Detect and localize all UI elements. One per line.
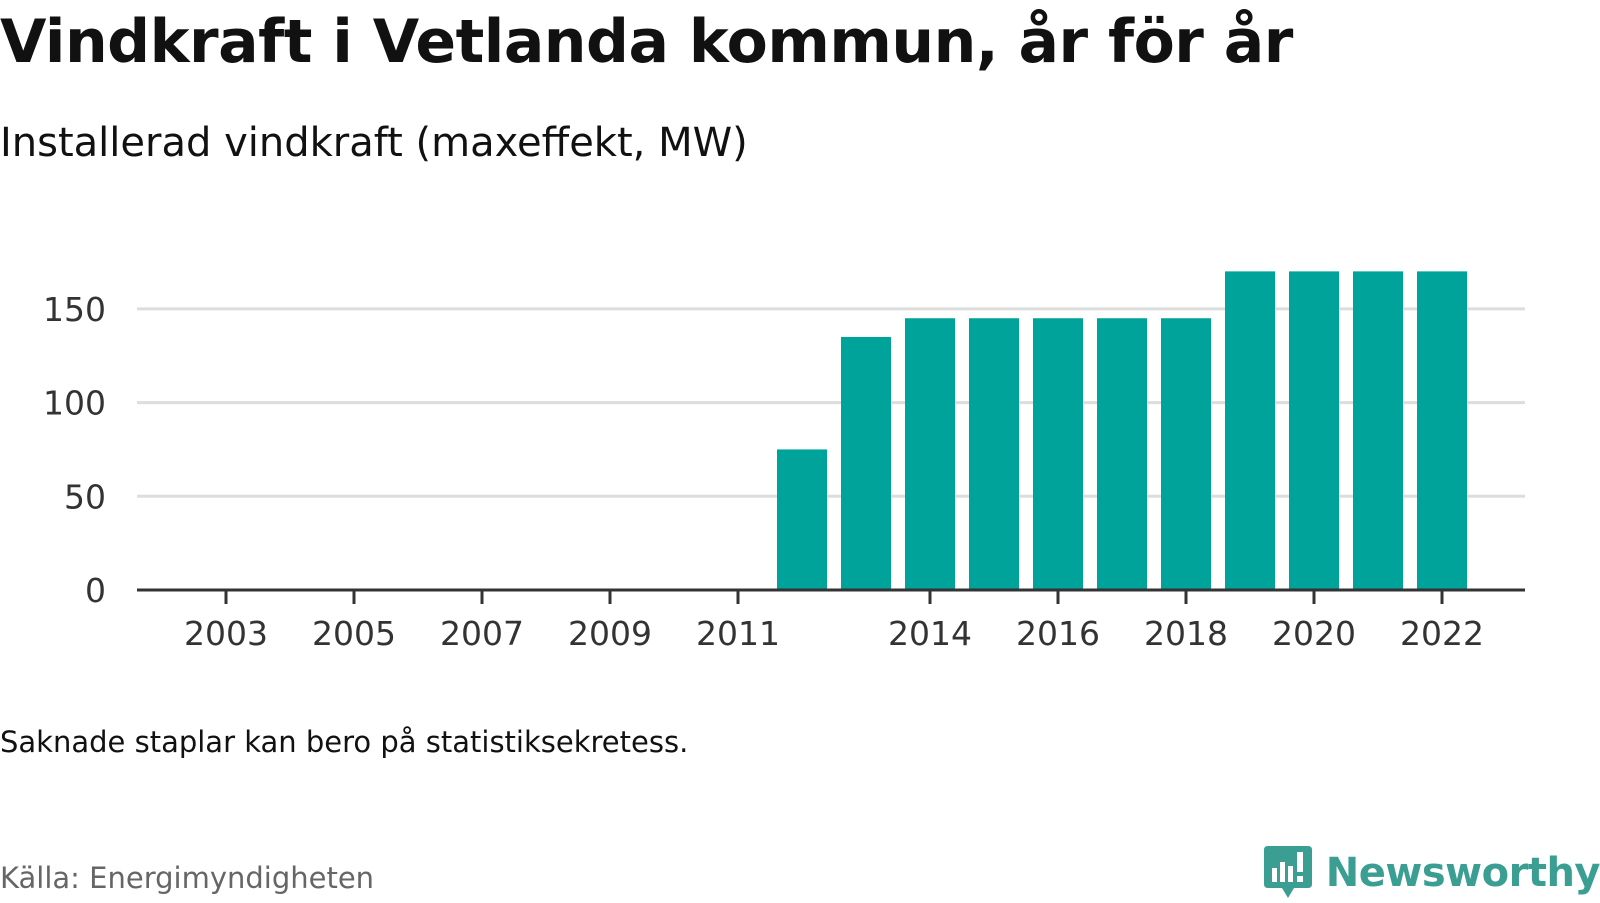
bar-2018 xyxy=(1161,318,1211,590)
y-tick-label: 50 xyxy=(64,477,106,516)
bars xyxy=(777,271,1467,590)
bar-2013 xyxy=(841,336,891,590)
bar-2019 xyxy=(1225,271,1275,590)
bar-2022 xyxy=(1417,271,1467,590)
x-tick-label: 2016 xyxy=(1016,614,1100,653)
y-tick-label: 100 xyxy=(43,384,106,423)
x-tick-label: 2011 xyxy=(696,614,780,653)
x-tick-label: 2022 xyxy=(1400,614,1484,653)
bar-2014 xyxy=(905,318,955,590)
bar-2012 xyxy=(777,449,827,590)
x-tick-label: 2005 xyxy=(312,614,396,653)
x-axis xyxy=(137,588,1525,604)
bar-2017 xyxy=(1097,318,1147,590)
source-label: Källa: Energimyndigheten xyxy=(0,861,375,895)
x-tick-label: 2014 xyxy=(888,614,972,653)
x-tick-label: 2009 xyxy=(568,614,652,653)
x-tick-label: 2018 xyxy=(1144,614,1228,653)
brand-logo: Newsworthy xyxy=(1262,843,1600,903)
x-tick-label: 2020 xyxy=(1272,614,1356,653)
brand-name: Newsworthy xyxy=(1325,850,1600,896)
chart-subtitle: Installerad vindkraft (maxeffekt, MW) xyxy=(0,120,748,166)
x-tick-label: 2003 xyxy=(184,614,268,653)
bar-2016 xyxy=(1033,318,1083,590)
newsworthy-logo-icon xyxy=(1263,846,1312,898)
chart-title: Vindkraft i Vetlanda kommun, år för år xyxy=(0,7,1293,77)
y-tick-labels: 0 50 100 150 xyxy=(43,290,106,610)
y-tick-label: 150 xyxy=(43,290,106,329)
bar-2021 xyxy=(1353,271,1403,590)
bar-2015 xyxy=(969,318,1019,590)
bar-2020 xyxy=(1289,271,1339,590)
x-tick-labels: 2003 2005 2007 2009 2011 2014 2016 2018 2020 2022 xyxy=(184,614,1484,653)
footnote: Saknade staplar kan bero på statistiksek… xyxy=(0,725,689,759)
x-tick-label: 2007 xyxy=(440,614,524,653)
y-tick-label: 0 xyxy=(85,571,106,610)
